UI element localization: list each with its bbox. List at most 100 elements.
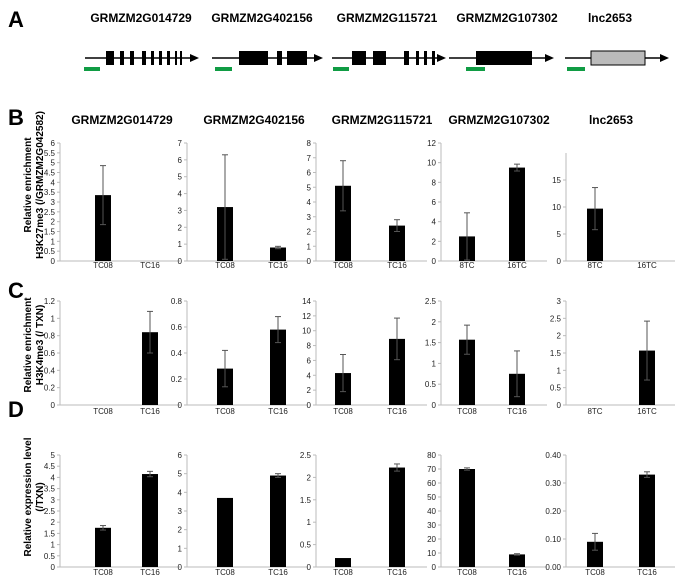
- tick-label: 4: [178, 488, 183, 497]
- tick-label: 12: [427, 139, 436, 148]
- tick-label: 0: [557, 257, 562, 266]
- tick-label: 5: [51, 451, 56, 460]
- tick-label: 1: [307, 242, 312, 251]
- tick-label: 3.5: [44, 485, 56, 494]
- svg-text:Relative enrichment: Relative enrichment: [23, 297, 34, 393]
- tick-label: 4.5: [44, 462, 56, 471]
- chart-d5: 0.00 0.10 0.20 0.30 0.40 TC08 TC16: [545, 451, 675, 577]
- tick-label: 0: [51, 257, 56, 266]
- tick-label: 0: [178, 563, 183, 572]
- tick-label: 0.10: [545, 535, 561, 544]
- tick-label: 8: [307, 139, 312, 148]
- tick-label: 1: [432, 359, 437, 368]
- chart-c2: 0 0.2 0.4 0.6 0.8 TC08 TC16: [171, 297, 308, 416]
- category-label: TC08: [215, 568, 235, 577]
- tick-label: 50: [427, 493, 436, 502]
- tick-label: 3: [307, 213, 312, 222]
- tick-label: 8: [432, 178, 437, 187]
- tick-label: 3.5: [44, 188, 56, 197]
- category-label: 8TC: [587, 407, 602, 416]
- tick-label: 0.6: [44, 349, 56, 358]
- tick-label: 2: [178, 223, 183, 232]
- tick-label: 3: [557, 297, 562, 306]
- tick-label: 5: [178, 173, 183, 182]
- tick-label: 0.5: [44, 552, 56, 561]
- bar: [270, 247, 286, 261]
- chart-b3: 0 1 2 3 4 5 6 7 8 TC08 TC16: [307, 139, 427, 270]
- tick-label: 5: [51, 159, 56, 168]
- tick-label: 3: [51, 198, 56, 207]
- chart-title-b2: GRMZM2G402156: [203, 113, 305, 127]
- tick-label: 1.5: [44, 228, 56, 237]
- tick-label: 6: [178, 156, 183, 165]
- category-label: TC16: [507, 568, 527, 577]
- tick-label: 0: [432, 257, 437, 266]
- chart-d2: 0 1 2 3 4 5 6 TC08 TC16: [178, 451, 308, 577]
- bar: [270, 475, 286, 567]
- chart-d1: 0 0.5 1 1.5 2 2.5 3 3.5 4 4.5 5 TC08 TC16: [44, 451, 180, 577]
- tick-label: 2: [178, 526, 183, 535]
- bar: [335, 558, 351, 567]
- chart-c1: 0 0.2 0.4 0.6 0.8 1 1.2 TC08 TC16: [44, 297, 180, 416]
- tick-label: 1: [178, 240, 183, 249]
- category-label: TC08: [215, 407, 235, 416]
- tick-label: 10: [427, 159, 436, 168]
- tick-label: 8: [307, 342, 312, 351]
- chart-c5: 0 0.5 1 1.5 2 2.5 3 8TC 16TC: [550, 297, 675, 416]
- tick-label: 2: [51, 218, 56, 227]
- category-label: TC08: [457, 407, 477, 416]
- bar: [142, 474, 158, 567]
- tick-label: 0: [51, 401, 56, 410]
- panel-letter-d: D: [8, 397, 24, 422]
- tick-label: 1.5: [300, 496, 312, 505]
- tick-label: 0: [178, 257, 183, 266]
- tick-label: 4: [51, 473, 56, 482]
- y-label-d: Relative expression level (/TXN): [23, 437, 46, 556]
- svg-text:Relative enrichment: Relative enrichment: [23, 137, 34, 233]
- tick-label: 2: [557, 332, 562, 341]
- category-label: TC16: [268, 407, 288, 416]
- bar: [459, 339, 475, 405]
- category-label: TC08: [457, 568, 477, 577]
- category-label: TC16: [387, 568, 407, 577]
- bar: [270, 329, 286, 405]
- tick-label: 20: [427, 535, 436, 544]
- category-label: 8TC: [587, 261, 602, 270]
- tick-label: 4: [307, 198, 312, 207]
- tick-label: 0.5: [44, 247, 56, 256]
- tick-label: 6: [307, 356, 312, 365]
- category-label: TC16: [637, 568, 657, 577]
- chart-c4: 0 0.5 1 1.5 2 2.5 TC08 TC16: [425, 297, 547, 416]
- tick-label: 10: [552, 203, 561, 212]
- tick-label: 5: [178, 470, 183, 479]
- tick-label: 3: [178, 206, 183, 215]
- gene-model-4: [449, 51, 554, 71]
- category-label: TC16: [140, 261, 160, 270]
- chart-title-b4: GRMZM2G107302: [448, 113, 550, 127]
- bar: [587, 208, 603, 261]
- tick-label: 4: [307, 371, 312, 380]
- tick-label: 0.2: [44, 384, 56, 393]
- tick-label: 6: [178, 451, 183, 460]
- category-label: TC16: [268, 261, 288, 270]
- chart-b5: 0 5 10 15 8TC 16TC: [552, 153, 675, 270]
- tick-label: 15: [552, 176, 561, 185]
- tick-label: 12: [302, 312, 311, 321]
- tick-label: 0: [557, 401, 562, 410]
- tick-label: 0.8: [44, 332, 56, 341]
- gene-label-5: lnc2653: [588, 11, 632, 25]
- chart-b4: 0 2 4 6 8 10 12 8TC 16TC: [427, 139, 547, 270]
- tick-label: 0.5: [425, 380, 437, 389]
- gene-structure-panel: GRMZM2G014729 GRMZM2G402156 GRMZM2G11572…: [84, 11, 669, 71]
- category-label: 16TC: [637, 261, 657, 270]
- tick-label: 1: [307, 518, 312, 527]
- bar: [217, 497, 233, 567]
- category-label: TC08: [585, 568, 605, 577]
- gene-label-3: GRMZM2G115721: [337, 11, 438, 25]
- tick-label: 0.20: [545, 507, 561, 516]
- category-label: TC08: [333, 261, 353, 270]
- tick-label: 3: [51, 496, 56, 505]
- category-label: TC08: [93, 407, 113, 416]
- primer-3: [333, 67, 349, 71]
